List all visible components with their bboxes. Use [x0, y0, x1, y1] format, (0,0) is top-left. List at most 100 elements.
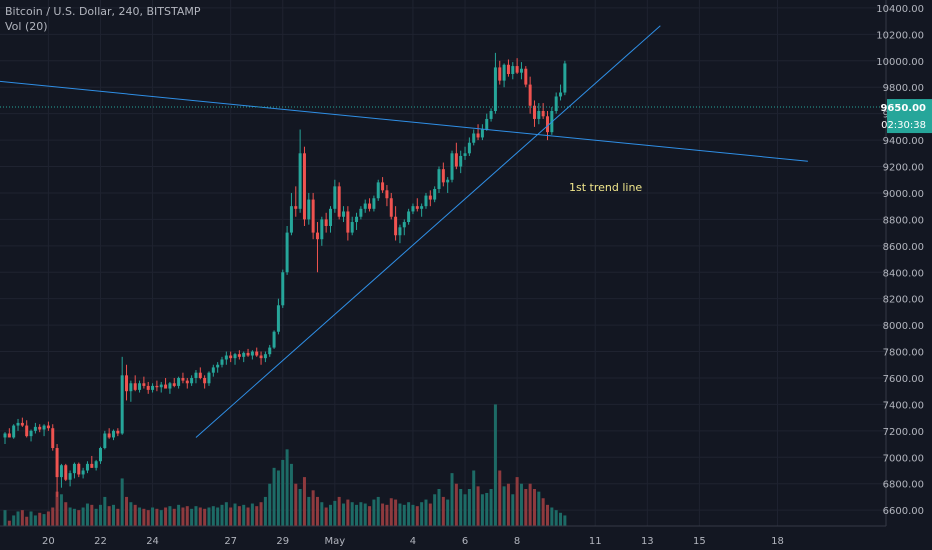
volume-bar: [355, 504, 359, 526]
candle-body: [242, 352, 246, 357]
candle-body: [537, 111, 541, 119]
candle-body: [285, 232, 289, 273]
candle-body: [164, 384, 168, 389]
symbol-title[interactable]: Bitcoin / U.S. Dollar, 240, BITSTAMP: [5, 5, 201, 18]
candle-body: [250, 351, 254, 356]
time-tick-label: 8: [514, 536, 520, 547]
candle-body: [415, 206, 419, 209]
candle-body: [355, 216, 359, 223]
price-tick-label: 7400.00: [883, 400, 924, 411]
candle-body: [138, 383, 142, 390]
candle-body: [493, 67, 497, 112]
candle-body: [563, 63, 567, 93]
time-axis[interactable]: 20 22 24 27 29 May 4 6 8 11 13 15 18: [42, 536, 784, 547]
trend-lines[interactable]: [0, 25, 886, 438]
candle-body: [129, 383, 133, 392]
candle-body: [546, 116, 549, 133]
volume-bars: [3, 404, 567, 526]
candle-body: [294, 206, 298, 209]
volume-bar: [394, 499, 398, 526]
candle-body: [407, 211, 411, 223]
candle-body: [281, 272, 285, 306]
candle-body: [554, 96, 558, 112]
price-tick-label: 10400.00: [876, 4, 924, 15]
candle-body: [519, 68, 523, 73]
candle-body: [276, 305, 280, 332]
price-tick-label: 7800.00: [883, 348, 924, 359]
candle-body: [485, 118, 489, 130]
candle-body: [220, 359, 224, 365]
volume-bar: [546, 504, 549, 526]
volume-bar: [168, 506, 172, 526]
volume-bar: [29, 511, 33, 526]
volume-bar: [103, 496, 107, 526]
volume-bar: [38, 512, 42, 526]
volume-bar: [233, 503, 237, 526]
volume-bar: [454, 483, 458, 526]
candle-body: [511, 66, 515, 75]
current-price-tag: 9650.00 02:30:38: [880, 99, 932, 134]
volume-bar: [381, 503, 385, 526]
candle-body: [55, 448, 59, 478]
volume-bar: [259, 502, 263, 526]
volume-bar: [220, 504, 224, 526]
volume-bar: [537, 491, 541, 526]
candle-body: [224, 355, 228, 360]
volume-bar: [64, 502, 68, 526]
volume-bar: [177, 504, 181, 526]
bar-countdown-label: 02:30:38: [881, 120, 926, 131]
candle-body: [515, 66, 519, 73]
candle-body: [272, 331, 276, 348]
time-tick-label: 24: [146, 536, 159, 547]
candle-body: [12, 425, 16, 438]
candle-body: [203, 377, 207, 384]
volume-bar: [368, 506, 372, 526]
volume-bar: [554, 510, 558, 526]
volume-bar: [346, 499, 350, 526]
time-tick-label: 29: [276, 536, 289, 547]
volume-bar: [524, 488, 528, 526]
candle-body: [480, 129, 484, 138]
volume-bar: [289, 463, 293, 526]
volume-bar: [489, 488, 493, 526]
candle-body: [502, 64, 506, 81]
volume-bar: [51, 507, 55, 526]
volume-bar: [77, 510, 81, 526]
price-tag-box: [887, 99, 932, 134]
volume-bar: [363, 503, 367, 526]
volume-bar: [125, 496, 129, 526]
volume-bar: [25, 516, 29, 526]
candle-body: [112, 430, 115, 438]
volume-bar: [242, 504, 246, 526]
volume-bar: [415, 506, 419, 526]
candle-body: [172, 383, 176, 386]
candle-body: [333, 186, 337, 209]
candle-body: [559, 92, 563, 97]
time-tick-label: 4: [410, 536, 416, 547]
volume-bar: [12, 515, 16, 526]
volume-bar: [515, 477, 519, 526]
time-tick-label: 15: [693, 536, 706, 547]
volume-bar: [493, 404, 497, 526]
candle-body: [42, 425, 46, 430]
candle-body: [459, 155, 463, 167]
volume-bar: [3, 510, 7, 526]
candle-body: [289, 206, 293, 233]
price-tick-label: 6600.00: [883, 506, 924, 517]
volume-bar: [94, 508, 98, 526]
candle-body: [381, 182, 385, 191]
trend-line-annotation[interactable]: 1st trend line: [569, 181, 642, 194]
candle-body: [420, 206, 424, 209]
candle-body: [3, 433, 7, 438]
candle-body: [51, 428, 55, 449]
candle-body: [177, 377, 181, 386]
candle-body: [498, 67, 502, 81]
volume-bar: [151, 507, 155, 526]
volume-indicator-label[interactable]: Vol (20): [5, 20, 48, 33]
time-tick-label: 18: [771, 536, 784, 547]
volume-bar: [229, 507, 233, 526]
candle-body: [394, 216, 398, 236]
price-axis[interactable]: 6600.00 6800.00 7000.00 7200.00 7400.00 7600.…: [876, 4, 924, 517]
volume-bar: [112, 504, 115, 526]
